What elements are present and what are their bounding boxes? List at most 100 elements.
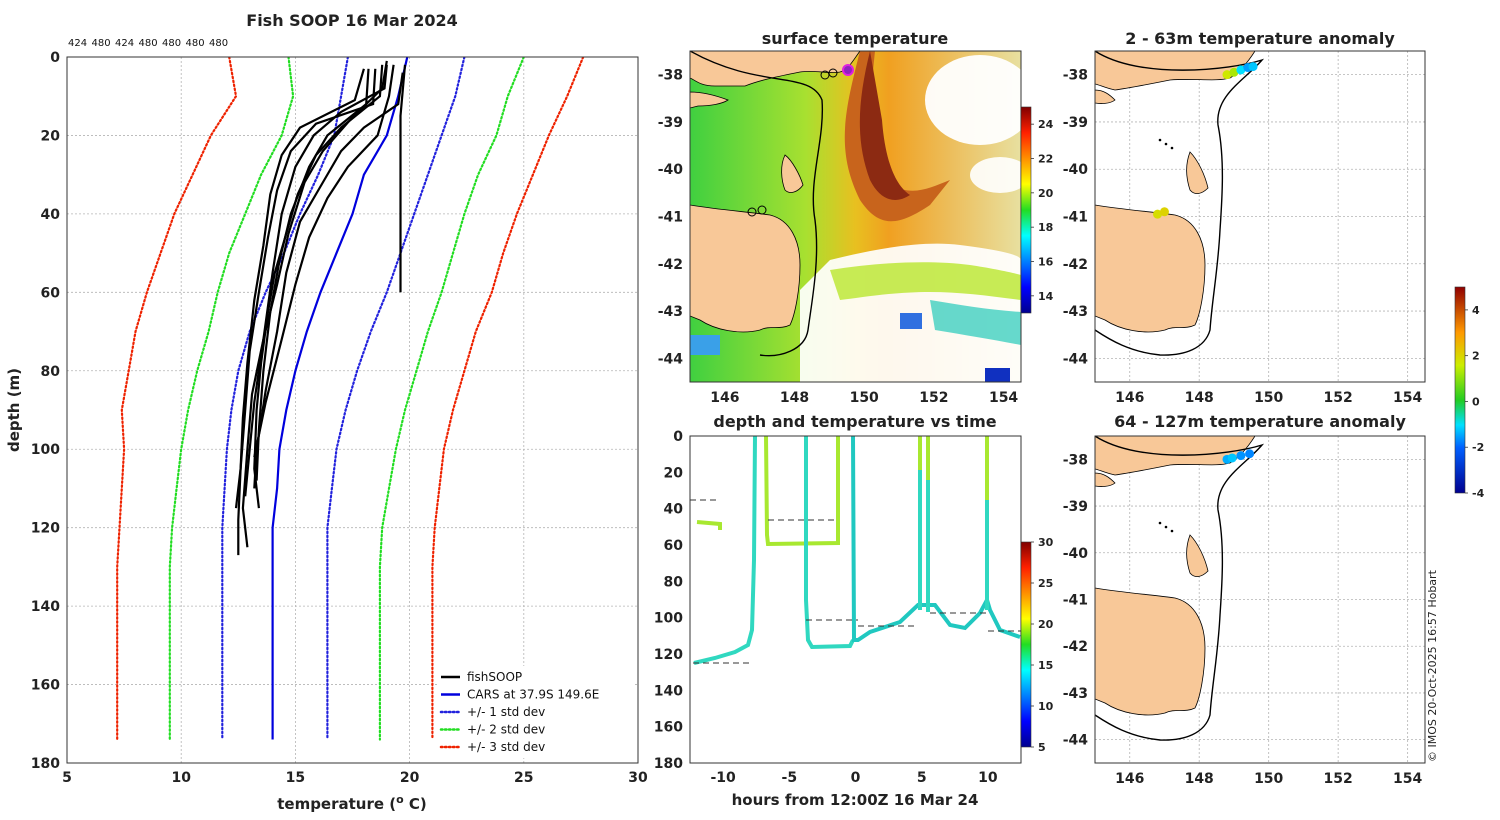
sst-colorbar: [1020, 106, 1032, 314]
anomaly-shallow-ytick-label: -38: [1063, 68, 1088, 84]
depth-time-colorbar-tick-label: 30: [1038, 536, 1054, 549]
profile-ytick-label: 40: [41, 207, 61, 223]
series-line-fishsoop-6: [253, 72, 404, 489]
depth-time-xtick-label: 5: [917, 770, 927, 786]
depth-time-traces: [690, 436, 1021, 665]
anomaly-shallow-ytick-label: -42: [1063, 257, 1088, 273]
profile-ytick-label: 160: [31, 678, 60, 694]
anomaly-colorbar-tick-label: 0: [1472, 395, 1480, 408]
profile-xtick-label: 10: [171, 770, 191, 786]
profile-ylabel: depth (m): [5, 368, 23, 452]
series-line--2-std: [168, 57, 295, 741]
profile-xtick-label: 15: [286, 770, 305, 786]
anomaly-shallow-ytick-label: -40: [1063, 162, 1089, 178]
anomaly-shallow-map: [1095, 51, 1265, 356]
depth-time-ytick-label: 180: [654, 756, 683, 772]
series-line-fishsoop-8: [244, 64, 388, 497]
depth-time-colorbar-tick-label: 5: [1038, 741, 1046, 754]
profile-drop-label: 480: [92, 38, 111, 49]
depth-time-title: depth and temperature vs time: [713, 412, 996, 431]
depth-time-xtick-label: 10: [978, 770, 998, 786]
depth-time-ytick-label: 40: [664, 502, 684, 518]
profile-panel: Fish SOOP 16 Mar 2024 424 480 424 480 480 480…: [5, 11, 648, 813]
depth-time-colorbar-tick-label: 20: [1038, 618, 1054, 631]
profile-ytick-label: 180: [31, 756, 60, 772]
anomaly-point: [1245, 449, 1255, 459]
depth-time-ytick-label: 160: [654, 720, 683, 736]
depth-time-ytick-label: 100: [654, 611, 683, 627]
depth-time-xtick-label: -10: [710, 770, 736, 786]
sst-ytick-label: -42: [658, 257, 683, 273]
anomaly-shallow-xtick-label: 148: [1185, 390, 1214, 406]
sst-ytick-label: -44: [658, 351, 684, 367]
profile-xtick-label: 30: [628, 770, 648, 786]
sst-xtick-label: 150: [850, 390, 879, 406]
profile-drop-labels: 424 480 424 480 480 480 480: [68, 38, 228, 49]
sst-colorbar-tick-label: 24: [1038, 118, 1054, 131]
anomaly-shallow-xtick-label: 146: [1115, 390, 1144, 406]
profile-ytick-label: 60: [41, 285, 61, 301]
series-line-fishsoop-4: [241, 60, 388, 548]
profile-drop-label: 424: [68, 38, 87, 49]
sst-ytick-label: -39: [658, 115, 683, 131]
series-line-fishsoop-1: [399, 64, 407, 293]
series-line--1-std: [326, 57, 466, 741]
sst-xtick-label: 148: [780, 390, 809, 406]
series-line--3-std: [116, 57, 238, 741]
profile-xtick-label: 5: [62, 770, 72, 786]
sst-ytick-label: -43: [658, 304, 683, 320]
profile-ytick-label: 140: [31, 599, 60, 615]
sst-colorbar-tick-label: 20: [1038, 187, 1054, 200]
anomaly-deep-xtick-label: 154: [1393, 771, 1422, 787]
anomaly-colorbar-tick-label: -2: [1472, 441, 1484, 454]
sst-title: surface temperature: [762, 29, 949, 48]
legend-label: +/- 1 std dev: [467, 705, 545, 719]
series-line--3-std: [431, 57, 585, 741]
series-line-fishsoop-7: [234, 68, 365, 509]
anomaly-point: [1227, 453, 1237, 463]
sst-colorbar-tick-label: 16: [1038, 256, 1054, 269]
anomaly-shallow-ytick-label: -41: [1063, 210, 1088, 226]
anomaly-deep-xtick-label: 152: [1324, 771, 1353, 787]
sst-xtick-label: 146: [710, 390, 739, 406]
anomaly-colorbar: [1454, 286, 1466, 494]
legend-label: fishSOOP: [467, 670, 522, 684]
anomaly-deep-title: 64 - 127m temperature anomaly: [1114, 412, 1406, 431]
anomaly-deep-xtick-label: 150: [1254, 771, 1283, 787]
anomaly-shallow-title: 2 - 63m temperature anomaly: [1125, 29, 1395, 48]
sst-ytick-label: -40: [658, 162, 684, 178]
anomaly-shallow-ytick-label: -39: [1063, 115, 1088, 131]
profile-title: Fish SOOP 16 Mar 2024: [246, 11, 457, 30]
anomaly-point: [1236, 451, 1246, 461]
anomaly-deep-ytick-label: -44: [1063, 733, 1089, 749]
sst-xtick-label: 154: [989, 390, 1018, 406]
profile-xtick-label: 25: [514, 770, 533, 786]
sst-ytick-label: -38: [658, 68, 683, 84]
sst-field: [690, 51, 1021, 382]
legend-label: +/- 2 std dev: [467, 723, 545, 737]
profile-xtick-label: 20: [400, 770, 420, 786]
anomaly-shallow-xtick-label: 152: [1324, 390, 1353, 406]
depth-time-colorbar-tick-label: 10: [1038, 700, 1054, 713]
anomaly-point: [1248, 62, 1258, 72]
anomaly-colorbar-tick-label: 4: [1472, 304, 1480, 317]
anomaly-deep-xtick-label: 148: [1185, 771, 1214, 787]
sst-colorbar-tick-label: 18: [1038, 221, 1053, 234]
sst-map-panel: surface temperature 14: [658, 29, 1054, 406]
anomaly-shallow-ytick-label: -44: [1063, 351, 1089, 367]
profile-ytick-label: 100: [31, 442, 60, 458]
anomaly-shallow-panel: 2 - 63m temperature anomaly 146 148 150 152…: [1063, 29, 1426, 406]
series-line-fishsoop-9: [253, 64, 395, 458]
anomaly-shallow-xtick-label: 154: [1393, 390, 1422, 406]
profile-drop-label: 480: [209, 38, 228, 49]
anomaly-shallow-axes-frame: [1094, 50, 1426, 383]
anomaly-deep-axes-frame: [1094, 435, 1426, 764]
profile-drop-label: 480: [162, 38, 181, 49]
series-line-fishsoop-5: [237, 68, 377, 556]
anomaly-point: [1236, 65, 1246, 75]
profile-drop-label: 480: [139, 38, 158, 49]
profile-ytick-label: 120: [31, 521, 60, 537]
depth-time-ytick-label: 20: [664, 465, 684, 481]
depth-time-xtick-label: 0: [851, 770, 861, 786]
